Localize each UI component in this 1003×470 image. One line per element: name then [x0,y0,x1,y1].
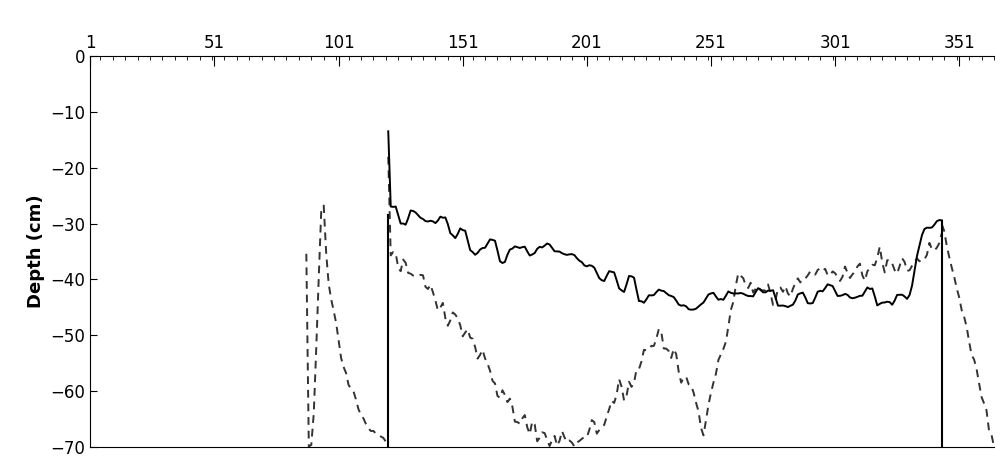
Y-axis label: Depth (cm): Depth (cm) [27,195,45,308]
